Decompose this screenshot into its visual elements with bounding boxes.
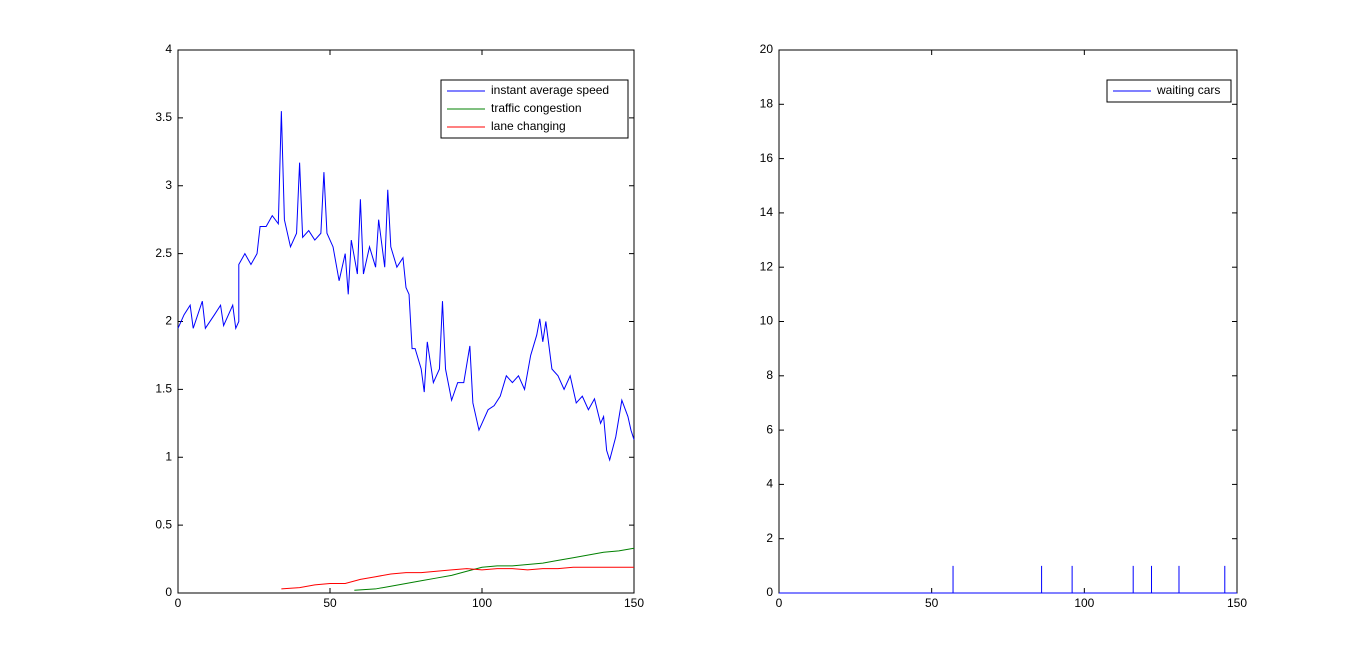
y-tick-label: 3.5 (155, 110, 172, 124)
y-tick-label: 12 (760, 259, 774, 273)
y-tick-label: 20 (760, 42, 774, 56)
y-tick-label: 3 (165, 178, 172, 192)
legend-label: lane changing (491, 119, 566, 133)
x-tick-label: 150 (624, 596, 644, 610)
y-tick-label: 14 (760, 205, 774, 219)
y-tick-label: 0.5 (155, 517, 172, 531)
plot-area (177, 49, 635, 594)
y-tick-label: 16 (760, 151, 774, 165)
legend-box (1106, 79, 1232, 103)
y-tick-label: 8 (766, 368, 773, 382)
y-tick-label: 1 (165, 449, 172, 463)
x-tick-label: 0 (776, 596, 783, 610)
y-tick-label: 1.5 (155, 382, 172, 396)
y-tick-label: 4 (165, 42, 172, 56)
y-tick-label: 2 (165, 314, 172, 328)
data-line (354, 547, 635, 591)
y-tick-label: 2 (766, 531, 773, 545)
y-tick-label: 0 (766, 585, 773, 599)
legend-label: instant average speed (491, 83, 609, 97)
data-line (779, 565, 1237, 594)
y-tick-label: 10 (760, 314, 774, 328)
y-tick-label: 4 (766, 477, 773, 491)
y-tick-label: 6 (766, 422, 773, 436)
plot-area (778, 49, 1238, 594)
x-tick-label: 100 (1074, 596, 1094, 610)
x-tick-label: 100 (472, 596, 492, 610)
y-tick-label: 2.5 (155, 246, 172, 260)
x-tick-label: 50 (323, 596, 337, 610)
y-tick-label: 0 (165, 585, 172, 599)
x-tick-label: 0 (175, 596, 182, 610)
x-tick-label: 150 (1227, 596, 1247, 610)
x-tick-label: 50 (925, 596, 939, 610)
y-tick-label: 18 (760, 96, 774, 110)
data-line (177, 111, 635, 462)
data-line (281, 566, 634, 590)
legend-label: traffic congestion (491, 101, 582, 115)
legend-label: waiting cars (1156, 83, 1220, 97)
